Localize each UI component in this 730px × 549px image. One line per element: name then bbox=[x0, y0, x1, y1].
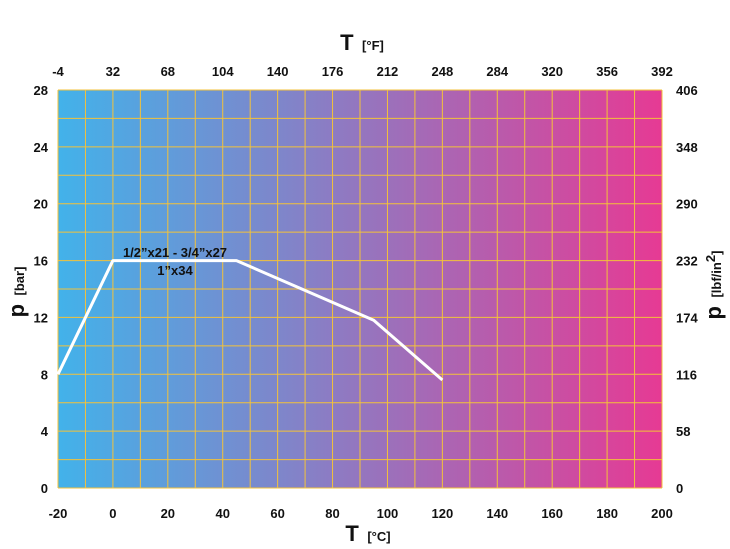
x-bottom-tick-label: 0 bbox=[109, 506, 116, 521]
x-top-tick-label: 68 bbox=[161, 64, 175, 79]
y-left-tick-labels: 0 4 8 12 16 20 24 28 bbox=[34, 83, 49, 496]
x-top-tick-label: 104 bbox=[212, 64, 234, 79]
x-top-tick-label: 32 bbox=[106, 64, 120, 79]
x-top-tick-label: 140 bbox=[267, 64, 289, 79]
x-top-tick-label: 320 bbox=[541, 64, 563, 79]
x-bottom-tick-label: 100 bbox=[377, 506, 399, 521]
y-right-tick-labels: 0 58 116 174 232 290 348 406 bbox=[676, 83, 698, 496]
x-top-tick-label: 356 bbox=[596, 64, 618, 79]
y-right-axis-title-unit: [lbf/in bbox=[709, 262, 724, 297]
y-left-tick-label: 0 bbox=[41, 481, 48, 496]
y-right-tick-label: 0 bbox=[676, 481, 683, 496]
x-top-axis-title-main: T bbox=[340, 30, 354, 55]
y-left-tick-label: 12 bbox=[34, 310, 48, 325]
series-line bbox=[56, 259, 444, 382]
x-top-tick-label: 176 bbox=[322, 64, 344, 79]
y-right-axis-title-unit-sup: 2 bbox=[703, 255, 718, 262]
y-left-axis-title: p [bar] bbox=[4, 267, 29, 318]
x-bottom-axis-title-main: T bbox=[345, 521, 359, 546]
x-top-tick-labels: -4 32 68 104 140 176 212 248 284 320 356 392 bbox=[52, 64, 673, 79]
x-bottom-axis-title: T [°C] bbox=[345, 521, 390, 546]
y-left-tick-label: 20 bbox=[34, 197, 48, 212]
x-top-tick-label: 248 bbox=[432, 64, 454, 79]
y-left-tick-label: 24 bbox=[34, 140, 49, 155]
x-bottom-tick-label: 140 bbox=[486, 506, 508, 521]
x-top-tick-label: 284 bbox=[486, 64, 508, 79]
y-left-tick-label: 28 bbox=[34, 83, 48, 98]
y-right-tick-label: 290 bbox=[676, 197, 698, 212]
y-right-tick-label: 116 bbox=[676, 367, 697, 382]
y-right-tick-label: 58 bbox=[676, 424, 690, 439]
y-left-tick-label: 8 bbox=[41, 367, 48, 382]
y-left-axis-title-main: p bbox=[4, 304, 29, 317]
x-bottom-tick-labels: -20 0 20 40 60 80 100 120 140 160 180 200 bbox=[49, 506, 673, 521]
x-top-axis-title: T [°F] bbox=[340, 30, 384, 55]
x-bottom-tick-label: -20 bbox=[49, 506, 68, 521]
x-bottom-tick-label: 200 bbox=[651, 506, 673, 521]
y-right-axis-title-main: p bbox=[701, 306, 726, 319]
x-top-tick-label: 212 bbox=[377, 64, 399, 79]
annotation-line-1: 1/2”x21 - 3/4”x27 bbox=[123, 245, 227, 260]
x-bottom-tick-label: 180 bbox=[596, 506, 618, 521]
y-right-tick-label: 406 bbox=[676, 83, 698, 98]
x-bottom-tick-label: 40 bbox=[215, 506, 229, 521]
x-bottom-tick-label: 20 bbox=[161, 506, 175, 521]
y-left-axis-title-unit: [bar] bbox=[12, 267, 27, 296]
y-right-tick-label: 232 bbox=[676, 254, 698, 269]
y-left-tick-label: 4 bbox=[41, 424, 49, 439]
x-bottom-tick-label: 160 bbox=[541, 506, 563, 521]
x-bottom-tick-label: 60 bbox=[270, 506, 284, 521]
x-bottom-tick-label: 120 bbox=[432, 506, 454, 521]
x-bottom-axis-title-unit: [°C] bbox=[367, 529, 390, 544]
y-right-tick-label: 174 bbox=[676, 310, 698, 325]
y-right-axis-title-unit-close: ] bbox=[709, 251, 724, 255]
y-left-tick-label: 16 bbox=[34, 254, 48, 269]
x-top-axis-title-unit: [°F] bbox=[362, 38, 384, 53]
x-top-tick-label: -4 bbox=[52, 64, 64, 79]
x-bottom-tick-label: 80 bbox=[325, 506, 339, 521]
x-top-tick-label: 392 bbox=[651, 64, 673, 79]
y-right-tick-label: 348 bbox=[676, 140, 698, 155]
annotation-line-2: 1”x34 bbox=[157, 263, 193, 278]
y-right-axis-title: p [lbf/in2] bbox=[701, 251, 726, 320]
